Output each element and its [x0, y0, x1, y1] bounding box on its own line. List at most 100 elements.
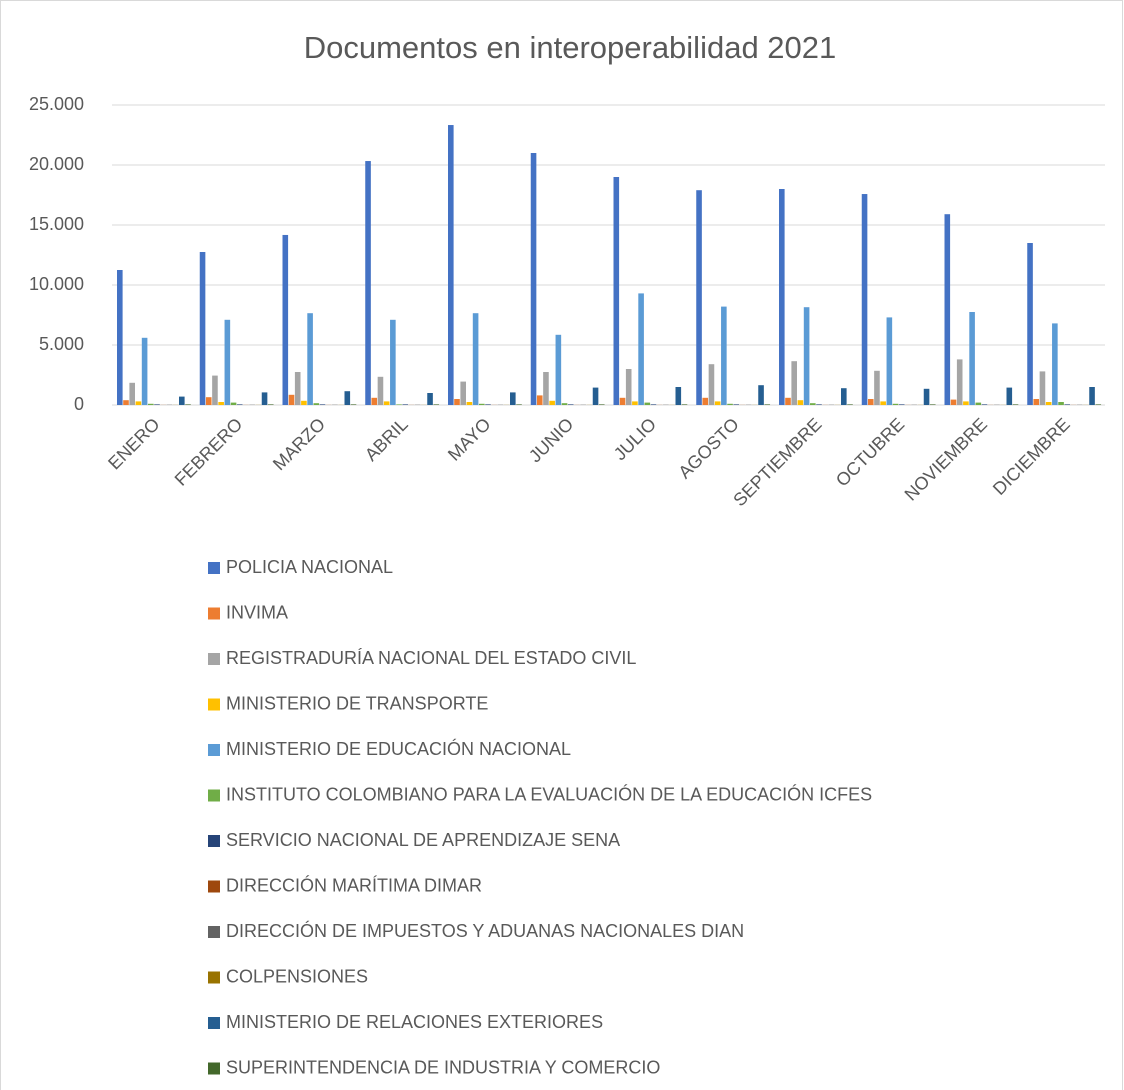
- bar: [874, 370, 880, 405]
- chart-title: Documentos en interoperabilidad 2021: [304, 30, 837, 65]
- bar: [396, 404, 402, 405]
- bar: [282, 234, 289, 405]
- bar: [466, 402, 473, 405]
- bar: [448, 125, 454, 405]
- bar: [561, 403, 568, 405]
- y-tick-label: 10.000: [29, 274, 84, 294]
- bar: [650, 404, 657, 405]
- legend-swatch: [208, 789, 220, 802]
- y-tick-label: 0: [74, 394, 84, 414]
- bar: [898, 404, 905, 405]
- bar: [288, 394, 295, 405]
- bar: [847, 404, 853, 405]
- legend-label: POLICIA NACIONAL: [226, 557, 393, 577]
- bar: [810, 403, 816, 405]
- bar: [791, 361, 797, 405]
- bar: [1089, 387, 1095, 405]
- bar: [886, 317, 893, 405]
- legend-label: SUPERINTENDENCIA DE INDUSTRIA Y COMERCIO: [226, 1057, 660, 1077]
- bar: [929, 404, 936, 405]
- legend-label: INVIMA: [226, 602, 288, 622]
- y-tick-label: 5.000: [39, 334, 84, 354]
- bar: [390, 319, 396, 405]
- bar: [543, 372, 549, 405]
- bar: [803, 307, 810, 405]
- bar: [230, 402, 237, 405]
- bar: [963, 401, 969, 405]
- bar: [516, 404, 522, 405]
- bar: [592, 387, 599, 405]
- bar: [950, 399, 957, 405]
- bar: [454, 399, 460, 405]
- bar: [981, 404, 988, 405]
- bar: [365, 161, 371, 405]
- bar: [402, 404, 409, 405]
- bar: [530, 153, 537, 405]
- bar: [267, 404, 274, 405]
- bar: [1027, 243, 1033, 405]
- legend-label: DIRECCIÓN DE IMPUESTOS Y ADUANAS NACIONA…: [226, 920, 744, 941]
- bar: [344, 391, 351, 405]
- bar: [675, 387, 682, 405]
- bar: [555, 334, 562, 405]
- legend-label: SERVICIO NACIONAL DE APRENDIZAJE SENA: [226, 830, 620, 850]
- bar: [212, 375, 218, 405]
- bar: [123, 400, 129, 405]
- bar: [727, 403, 733, 405]
- bar: [236, 404, 243, 405]
- bar: [923, 388, 930, 405]
- bar: [785, 397, 791, 405]
- bar: [944, 214, 951, 405]
- legend-swatch: [208, 926, 220, 938]
- bar: [708, 364, 715, 405]
- bar: [148, 403, 154, 405]
- y-tick-label: 20.000: [29, 154, 84, 174]
- bar: [135, 401, 142, 405]
- bar: [472, 313, 479, 405]
- bar: [779, 189, 785, 405]
- legend-label: DIRECCIÓN MARÍTIMA DIMAR: [226, 874, 482, 895]
- bar: [377, 376, 384, 405]
- bar: [956, 359, 963, 405]
- bar: [702, 397, 709, 405]
- bar: [536, 395, 543, 405]
- bar: [154, 404, 160, 405]
- bar: [350, 404, 357, 405]
- bar: [867, 399, 874, 405]
- legend-swatch: [208, 1062, 220, 1075]
- bar: [861, 194, 868, 405]
- bar: [1064, 404, 1071, 405]
- bar: [1045, 402, 1052, 405]
- bar: [721, 306, 727, 405]
- legend-swatch: [208, 744, 220, 756]
- bar: [1058, 402, 1064, 405]
- bar: [485, 404, 491, 405]
- bar: [1095, 404, 1102, 405]
- bar: [460, 381, 466, 405]
- bar: [313, 403, 320, 405]
- bar: [117, 270, 123, 405]
- legend-swatch: [208, 835, 220, 847]
- bar: [383, 401, 390, 405]
- bar: [224, 319, 231, 405]
- bar: [619, 397, 626, 405]
- legend-swatch: [208, 880, 220, 893]
- bar: [371, 397, 378, 405]
- bar: [261, 392, 268, 405]
- bar: [433, 404, 440, 405]
- legend-swatch: [208, 607, 220, 620]
- bar: [625, 369, 632, 405]
- y-tick-label: 25.000: [29, 94, 84, 114]
- bar: [797, 400, 804, 405]
- bar: [218, 402, 224, 405]
- bar: [307, 313, 313, 405]
- bar: [1006, 387, 1013, 405]
- legend-swatch: [208, 562, 220, 574]
- bar: [427, 393, 433, 405]
- bar: [549, 400, 555, 405]
- legend-label: MINISTERIO DE RELACIONES EXTERIORES: [226, 1012, 603, 1032]
- bar: [714, 401, 721, 405]
- bar: [1012, 404, 1019, 405]
- bar: [479, 403, 485, 405]
